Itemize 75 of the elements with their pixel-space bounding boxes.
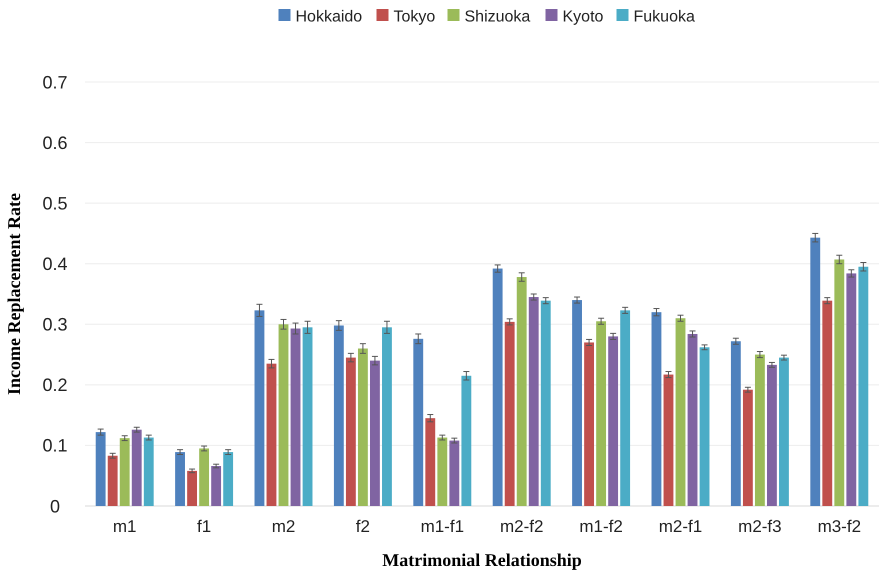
bar (584, 342, 594, 506)
bar (223, 452, 234, 506)
bar (540, 300, 551, 506)
x-tick-label: f1 (197, 517, 212, 536)
bar (120, 438, 130, 506)
bar (449, 440, 460, 506)
x-tick-label: m1-f1 (420, 517, 464, 536)
x-tick-label: m2-f3 (738, 517, 782, 536)
x-tick-label: f2 (356, 517, 370, 536)
x-tick-label: m3-f2 (818, 517, 862, 536)
bar (425, 418, 436, 506)
legend-label: Hokkaido (296, 8, 362, 26)
bar (810, 238, 820, 506)
bar (766, 364, 777, 506)
bar (358, 348, 368, 506)
bar (754, 354, 765, 506)
y-tick-label: 0.3 (42, 314, 68, 335)
bar (620, 310, 630, 506)
bar (504, 322, 515, 506)
y-tick-label: 0 (50, 496, 60, 516)
bar (779, 358, 789, 506)
bar (346, 358, 356, 506)
bar (278, 324, 288, 506)
bar (596, 321, 606, 506)
y-tick-label: 0.1 (42, 436, 68, 456)
bar (302, 327, 312, 506)
y-tick-label: 0.4 (42, 254, 68, 274)
bar (132, 430, 142, 506)
bar (846, 273, 856, 506)
bar (492, 268, 503, 506)
bar (742, 390, 753, 506)
bar (608, 336, 618, 506)
bar (199, 448, 210, 506)
y-tick-label: 0.6 (42, 132, 68, 153)
bar (676, 318, 686, 506)
bar (664, 374, 674, 506)
bar (834, 259, 844, 506)
bar (254, 310, 264, 506)
x-tick-label: m2-f1 (658, 517, 702, 536)
bar (858, 266, 868, 506)
bar (382, 327, 392, 506)
x-tick-label: m1-f2 (579, 517, 623, 536)
legend-label: Shizuoka (464, 8, 530, 26)
y-axis-title: Income Replacement Rate (4, 193, 24, 395)
bar (461, 376, 472, 506)
legend-label: Fukuoka (634, 8, 695, 26)
bar (144, 438, 154, 506)
y-tick-label: 0.7 (42, 72, 68, 92)
bar (688, 334, 698, 506)
legend-label: Kyoto (562, 8, 604, 26)
bar (730, 341, 741, 506)
bar (187, 470, 198, 506)
x-tick-label: m2 (272, 517, 296, 536)
bar (211, 466, 222, 506)
bar (108, 456, 118, 506)
bar (822, 300, 832, 506)
bar (437, 438, 448, 506)
y-tick-label: 0.5 (42, 193, 68, 214)
bar (528, 297, 539, 506)
bar (334, 325, 344, 506)
bar (290, 328, 300, 506)
bar (413, 338, 424, 506)
y-tick-label: 0.2 (42, 375, 68, 396)
bar (652, 312, 662, 506)
bar (96, 432, 106, 506)
bar (266, 364, 276, 506)
x-tick-label: m1 (112, 517, 137, 536)
bar (370, 360, 380, 506)
bar (700, 347, 710, 506)
x-axis-title: Matrimonial Relationship (382, 550, 582, 570)
bar (175, 452, 185, 506)
bar (516, 277, 527, 506)
legend-label: Tokyo (394, 8, 436, 26)
bar (572, 300, 582, 506)
x-tick-label: m2-f2 (500, 517, 544, 536)
